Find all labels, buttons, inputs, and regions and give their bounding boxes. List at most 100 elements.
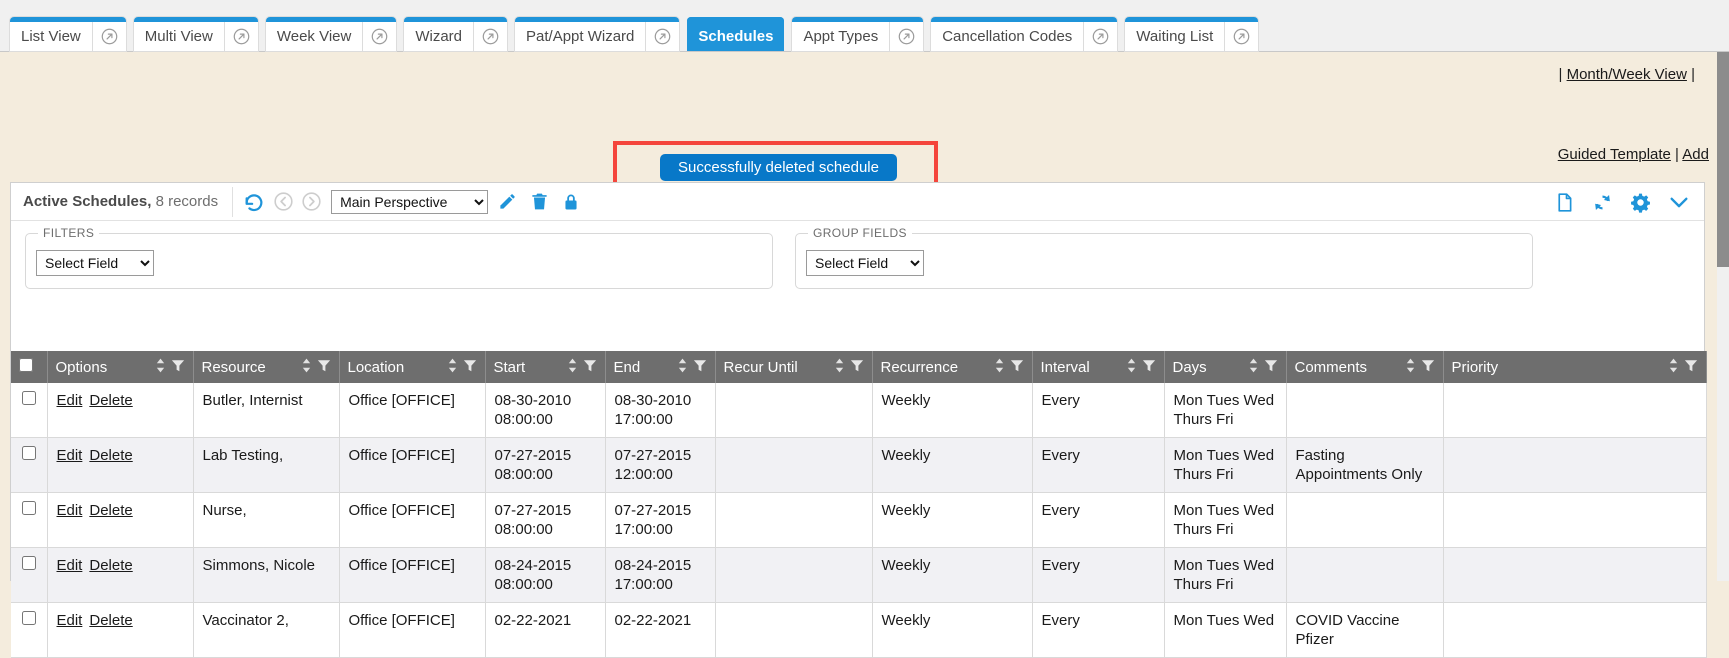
table-row[interactable]: Edit Delete Lab Testing, Office [OFFICE] 07-…: [11, 437, 1707, 493]
sort-icon[interactable]: [1126, 358, 1137, 377]
schedules-panel: Active Schedules, 8 records: [10, 182, 1707, 658]
column-header-recurrence[interactable]: Recurrence: [872, 351, 1033, 383]
filters-select-field[interactable]: Select Field: [36, 250, 154, 276]
external-link-icon[interactable]: [362, 17, 396, 51]
tab-waiting-list[interactable]: Waiting List: [1125, 17, 1259, 51]
sort-icon[interactable]: [834, 358, 845, 377]
vertical-scrollbar[interactable]: [1717, 52, 1729, 581]
filter-funnel-icon[interactable]: [850, 358, 864, 377]
tab-week-view[interactable]: Week View: [265, 17, 397, 51]
edit-link[interactable]: Edit: [56, 557, 83, 574]
perspective-select[interactable]: Main Perspective: [331, 189, 489, 214]
sort-icon[interactable]: [994, 358, 1005, 377]
chevron-down-icon[interactable]: [1668, 191, 1690, 213]
tab-multi-view[interactable]: Multi View: [133, 17, 258, 51]
column-header-priority[interactable]: Priority: [1443, 351, 1707, 383]
next-arrow-icon[interactable]: [302, 192, 321, 211]
sort-icon[interactable]: [155, 358, 166, 377]
page-icon[interactable]: [1554, 192, 1575, 213]
filter-group-row: FILTERS Select Field GROUP FIELDS Select…: [11, 221, 1704, 289]
select-all-checkbox[interactable]: [19, 358, 33, 372]
sort-icon[interactable]: [677, 358, 688, 377]
group-select-field[interactable]: Select Field: [806, 250, 924, 276]
delete-link[interactable]: Delete: [89, 447, 133, 464]
column-header-end[interactable]: End: [605, 351, 716, 383]
row-options-cell: Edit Delete: [47, 383, 194, 438]
lock-icon[interactable]: [562, 193, 580, 211]
tab-appt-types[interactable]: Appt Types: [792, 17, 924, 51]
sort-icon[interactable]: [1668, 358, 1679, 377]
month-week-view-link[interactable]: Month/Week View: [1566, 66, 1687, 83]
column-header-interval[interactable]: Interval: [1032, 351, 1165, 383]
external-link-icon[interactable]: [1083, 17, 1117, 51]
column-header-start[interactable]: Start: [485, 351, 606, 383]
column-header-options[interactable]: Options: [47, 351, 194, 383]
tab-cancellation-codes[interactable]: Cancellation Codes: [931, 17, 1118, 51]
table-row[interactable]: Edit Delete Simmons, Nicole Office [OFFICE]…: [11, 547, 1707, 603]
row-checkbox[interactable]: [21, 501, 36, 515]
cell-days: Mon Tues Wed Thurs Fri: [1164, 547, 1287, 603]
group-fields-fieldset: GROUP FIELDS Select Field: [795, 226, 1533, 289]
delete-link[interactable]: Delete: [89, 502, 133, 519]
filter-funnel-icon[interactable]: [1264, 358, 1278, 377]
table-row[interactable]: Edit Delete Butler, Internist Office [OFFIC…: [11, 383, 1707, 438]
filter-funnel-icon[interactable]: [171, 358, 185, 377]
tab-label: List View: [21, 28, 81, 45]
external-link-icon[interactable]: [645, 17, 679, 51]
trash-icon[interactable]: [530, 192, 549, 211]
add-link[interactable]: Add: [1682, 146, 1709, 163]
gear-icon[interactable]: [1630, 192, 1651, 213]
sort-icon[interactable]: [447, 358, 458, 377]
row-checkbox[interactable]: [21, 391, 36, 405]
column-header-resource[interactable]: Resource: [193, 351, 340, 383]
external-link-icon[interactable]: [91, 17, 126, 51]
column-header-comments[interactable]: Comments: [1286, 351, 1444, 383]
tab-pat-appt-wizard[interactable]: Pat/Appt Wizard: [515, 17, 680, 51]
scrollbar-thumb[interactable]: [1717, 52, 1729, 267]
filter-funnel-icon[interactable]: [1421, 358, 1435, 377]
delete-link[interactable]: Delete: [89, 392, 133, 409]
external-link-icon[interactable]: [223, 17, 258, 51]
column-header-recur_until[interactable]: Recur Until: [715, 351, 873, 383]
external-link-icon[interactable]: [889, 17, 923, 51]
cell-resource: Butler, Internist: [193, 383, 340, 438]
tab-list-view[interactable]: List View: [10, 17, 126, 51]
undo-icon[interactable]: [243, 191, 265, 213]
filter-funnel-icon[interactable]: [463, 358, 477, 377]
refresh-icon[interactable]: [1592, 192, 1613, 213]
edit-link[interactable]: Edit: [56, 612, 83, 629]
delete-link[interactable]: Delete: [89, 557, 133, 574]
cell-priority: [1443, 437, 1707, 493]
sort-icon[interactable]: [301, 358, 312, 377]
row-checkbox[interactable]: [21, 611, 36, 625]
delete-link[interactable]: Delete: [89, 612, 133, 629]
column-header-days[interactable]: Days: [1164, 351, 1287, 383]
sort-icon[interactable]: [1248, 358, 1259, 377]
edit-link[interactable]: Edit: [56, 447, 83, 464]
panel-title: Active Schedules, 8 records: [23, 193, 232, 210]
row-checkbox[interactable]: [21, 446, 36, 460]
filter-funnel-icon[interactable]: [693, 358, 707, 377]
sort-icon[interactable]: [1405, 358, 1416, 377]
filter-funnel-icon[interactable]: [1010, 358, 1024, 377]
guided-template-link[interactable]: Guided Template: [1557, 146, 1671, 163]
column-header-location[interactable]: Location: [339, 351, 486, 383]
sort-icon[interactable]: [567, 358, 578, 377]
links-separator: |: [1670, 146, 1683, 163]
pencil-icon[interactable]: [498, 192, 517, 211]
external-link-icon[interactable]: [473, 17, 507, 51]
tab-schedules[interactable]: Schedules: [687, 17, 785, 51]
external-link-icon[interactable]: [1224, 17, 1258, 51]
table-row[interactable]: Edit Delete Nurse, Office [OFFICE] 07-27-201…: [11, 492, 1707, 548]
table-row[interactable]: Edit Delete Vaccinator 2, Office [OFFICE] 02…: [11, 602, 1707, 658]
edit-link[interactable]: Edit: [56, 392, 83, 409]
prev-arrow-icon[interactable]: [274, 192, 293, 211]
edit-link[interactable]: Edit: [56, 502, 83, 519]
filter-funnel-icon[interactable]: [317, 358, 331, 377]
cell-location: Office [OFFICE]: [339, 547, 486, 603]
filter-funnel-icon[interactable]: [1142, 358, 1156, 377]
row-checkbox[interactable]: [21, 556, 36, 570]
tab-wizard[interactable]: Wizard: [404, 17, 508, 51]
filter-funnel-icon[interactable]: [583, 358, 597, 377]
filter-funnel-icon[interactable]: [1684, 358, 1698, 377]
